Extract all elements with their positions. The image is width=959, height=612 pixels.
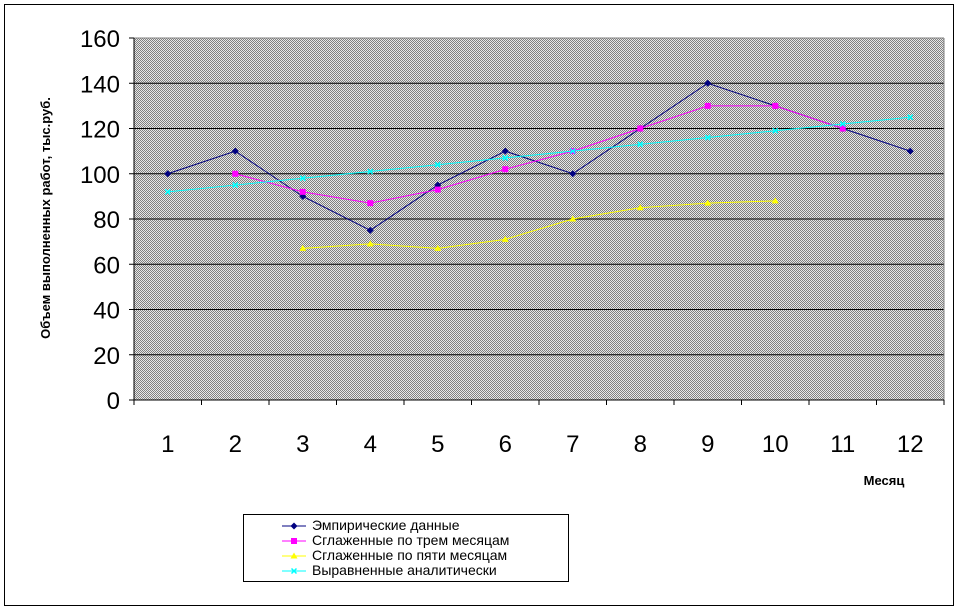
data-point: [290, 567, 298, 575]
data-point: [501, 235, 509, 242]
data-point: [434, 186, 441, 193]
y-tick-label: 20: [93, 343, 120, 370]
legend-swatch: [282, 538, 306, 544]
x-tick-label: 7: [566, 431, 579, 458]
series-3: [299, 197, 779, 251]
x-tick-label: 1: [161, 431, 174, 458]
data-point: [367, 168, 374, 175]
data-point: [290, 522, 298, 530]
series-line: [167, 116, 911, 193]
x-tick-label: 6: [499, 431, 512, 458]
x-tick-label: 3: [296, 431, 309, 458]
data-point: [907, 114, 914, 121]
data-point: [164, 188, 171, 195]
legend-label: Сглаженные по пяти месяцам: [312, 547, 508, 563]
data-point: [231, 147, 239, 155]
data-point: [772, 102, 779, 109]
x-tick-label: 11: [830, 431, 855, 458]
data-point: [637, 125, 644, 132]
data-point: [366, 226, 374, 234]
legend-swatch: [282, 552, 306, 559]
data-point: [704, 79, 712, 87]
legend-item: Эмпирические данные: [244, 518, 568, 533]
x-tick-label: 10: [762, 431, 789, 458]
legend-label: Сглаженные по трем месяцам: [312, 532, 510, 548]
data-point: [366, 240, 374, 247]
data-point: [502, 154, 509, 161]
y-tick-label: 0: [107, 388, 120, 415]
data-point: [291, 538, 297, 544]
legend-label: Эмпирические данные: [312, 517, 460, 533]
data-point: [164, 170, 172, 178]
data-point: [299, 188, 306, 195]
y-tick-label: 140: [80, 71, 120, 98]
data-point: [367, 200, 374, 207]
data-point: [299, 244, 307, 251]
x-tick-label: 12: [897, 431, 924, 458]
data-point: [569, 215, 577, 222]
y-tick-label: 100: [80, 162, 120, 189]
data-point: [906, 147, 914, 155]
x-tick-label: 4: [364, 431, 377, 458]
series-2: [232, 102, 846, 207]
x-tick-label: 8: [634, 431, 647, 458]
legend-item: Сглаженные по пяти месяцам: [244, 548, 568, 563]
data-point: [569, 170, 577, 178]
x-tick-label: 2: [229, 431, 242, 458]
x-tick-label: 5: [431, 431, 444, 458]
y-tick-label: 80: [93, 207, 120, 234]
data-point: [434, 161, 441, 168]
data-point: [232, 182, 239, 189]
chart-frame: [4, 4, 954, 606]
data-point: [771, 197, 779, 204]
data-point: [502, 166, 509, 173]
data-point: [704, 134, 711, 141]
legend-label: Выравненные аналитически: [312, 562, 497, 578]
y-tick-label: 120: [80, 117, 120, 144]
data-point: [772, 127, 779, 134]
legend-item: Выравненные аналитически: [244, 563, 568, 578]
data-point: [290, 552, 298, 559]
data-point: [839, 125, 846, 132]
data-point: [501, 147, 509, 155]
series-line: [302, 200, 776, 249]
series-line: [235, 105, 843, 204]
data-point: [839, 120, 846, 128]
y-tick-label: 60: [93, 252, 120, 279]
legend-swatch: [282, 522, 306, 530]
legend: Эмпирические данные Сглаженные по трем ме…: [243, 514, 569, 582]
data-point: [704, 102, 711, 109]
data-point: [299, 175, 306, 182]
x-axis-title: Месяц: [864, 473, 905, 488]
data-point: [637, 141, 644, 148]
legend-swatch: [282, 567, 306, 575]
data-point: [232, 170, 239, 177]
data-point: [569, 148, 576, 155]
x-tick-label: 9: [701, 431, 714, 458]
data-point: [434, 244, 442, 251]
y-tick-label: 40: [93, 298, 120, 325]
data-point: [636, 204, 644, 211]
y-axis-title: Объем выполненных работ, тыс.руб.: [38, 97, 53, 339]
series-4: [164, 114, 914, 195]
legend-item: Сглаженные по трем месяцам: [244, 533, 568, 548]
y-tick-label: 160: [80, 26, 120, 53]
data-point: [704, 199, 712, 206]
